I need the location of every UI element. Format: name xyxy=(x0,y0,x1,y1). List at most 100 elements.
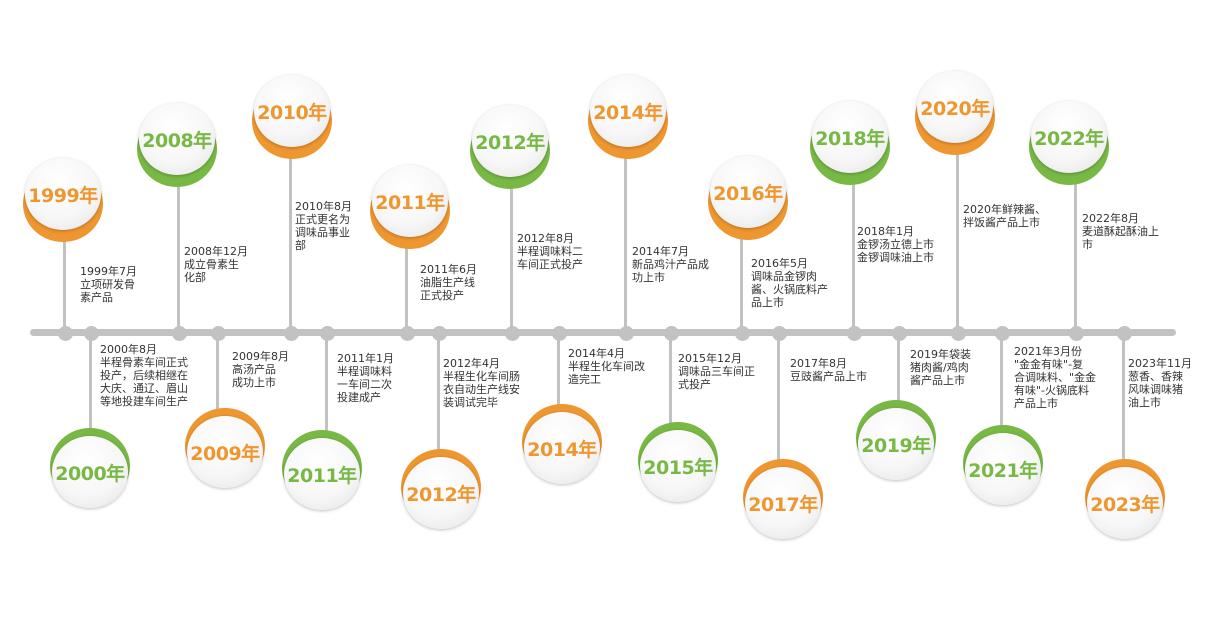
year-badge: 2015年 xyxy=(638,422,718,502)
timeline-node xyxy=(1117,326,1132,341)
timeline-node xyxy=(58,326,73,341)
description-line: 猪肉酱/鸡肉 xyxy=(910,361,969,374)
description-line: 金锣调味油上市 xyxy=(857,251,934,264)
event-description: 2011年6月 油脂生产线 正式投产 xyxy=(420,263,477,302)
year-label: 2016年 xyxy=(710,156,786,228)
connector-line xyxy=(852,141,855,333)
timeline-node xyxy=(320,326,335,341)
description-line: 2019年袋装 xyxy=(910,348,971,361)
event-description: 2022年8月 麦道酥起酥油上市 xyxy=(1082,212,1159,251)
year-badge: 2012年 xyxy=(470,105,550,189)
timeline-node xyxy=(735,326,750,341)
description-line: 衣自动生产线安 xyxy=(443,383,520,396)
event-description: 2015年12月 调味品三车间正 式投产 xyxy=(678,352,755,391)
timeline-node xyxy=(400,326,415,341)
description-line: 2011年1月 xyxy=(337,352,394,365)
connector-line xyxy=(557,333,560,444)
description-line: 高汤产品 xyxy=(232,363,276,376)
description-line: 2022年8月 xyxy=(1082,212,1139,225)
description-line: 车间正式投产 xyxy=(517,258,583,271)
year-badge: 2010年 xyxy=(252,75,332,159)
year-label: 2020年 xyxy=(917,71,993,143)
connector-line xyxy=(405,205,408,333)
description-line: 金锣汤立德上市 xyxy=(857,238,934,251)
timeline-node xyxy=(432,326,447,341)
timeline-node xyxy=(847,326,862,341)
description-line: 葱香、香辣 xyxy=(1128,370,1183,383)
description-line: 2020年鲜辣酱、 xyxy=(963,203,1046,216)
year-label: 2018年 xyxy=(812,101,888,173)
connector-line xyxy=(510,145,513,333)
year-badge: 2011年 xyxy=(282,430,362,510)
connector-line xyxy=(63,198,66,333)
event-description: 2000年8月 半程骨素车间正式 投产，后续相继在 大庆、通辽、眉山 等地投建车间生产 xyxy=(100,343,188,408)
description-line: 2014年7月 xyxy=(632,245,689,258)
timeline-axis xyxy=(30,329,1176,336)
year-badge: 2023年 xyxy=(1085,459,1165,539)
year-label: 2011年 xyxy=(284,438,360,510)
connector-line xyxy=(89,333,92,468)
description-line: 拌饭酱产品上市 xyxy=(963,216,1040,229)
description-line: 2015年12月 xyxy=(678,352,742,365)
timeline-node xyxy=(552,326,567,341)
description-line: 1999年7月 xyxy=(80,265,137,278)
timeline-node xyxy=(84,326,99,341)
event-description: 2012年4月 半程生化车间肠 衣自动生产线安 装调试完毕 xyxy=(443,357,520,409)
connector-line xyxy=(897,333,900,440)
description-line: 2012年4月 xyxy=(443,357,500,370)
year-label: 2021年 xyxy=(965,433,1041,505)
year-label: 2017年 xyxy=(745,467,821,539)
year-badge: 2017年 xyxy=(743,459,823,539)
description-line: 2010年8月 xyxy=(295,200,352,213)
year-label: 1999年 xyxy=(25,158,101,230)
year-badge: 2019年 xyxy=(856,400,936,480)
description-line: 2018年1月 xyxy=(857,225,914,238)
timeline-node xyxy=(995,326,1010,341)
event-description: 2012年8月 半程调味料二 车间正式投产 xyxy=(517,232,583,271)
year-badge: 2020年 xyxy=(915,71,995,155)
description-line: 2014年4月 xyxy=(568,347,625,360)
description-line: 产品上市 xyxy=(1014,397,1058,410)
year-label: 2023年 xyxy=(1087,467,1163,539)
event-description: 2010年8月 正式更名为 调味品事业部 xyxy=(295,200,352,252)
year-label: 2012年 xyxy=(472,105,548,177)
description-line: 调味品三车间正 xyxy=(678,365,755,378)
connector-line xyxy=(216,333,219,448)
description-line: 半程生化车间改 xyxy=(568,360,645,373)
year-label: 2012年 xyxy=(403,457,479,529)
year-label: 2014年 xyxy=(524,412,600,484)
description-line: 成立骨素生 xyxy=(184,258,239,271)
description-line: 功上市 xyxy=(632,271,665,284)
description-line: 一车间二次 xyxy=(337,378,392,391)
description-line: 成功上市 xyxy=(232,376,276,389)
connector-line xyxy=(1074,141,1077,333)
description-line: 2023年11月 xyxy=(1128,357,1192,370)
event-description: 1999年7月 立项研发骨 素产品 xyxy=(80,265,137,304)
year-badge: 2014年 xyxy=(588,75,668,159)
year-label: 2014年 xyxy=(590,75,666,147)
event-description: 2017年8月 豆豉酱产品上市 xyxy=(790,357,867,383)
description-line: 正式更名为 xyxy=(295,213,350,226)
connector-line xyxy=(777,333,780,499)
description-line: 化部 xyxy=(184,271,206,284)
description-line: 投建成产 xyxy=(337,391,381,404)
year-badge: 2012年 xyxy=(401,449,481,529)
connector-line xyxy=(669,333,672,462)
connector-line xyxy=(624,115,627,333)
year-badge: 2014年 xyxy=(522,404,602,484)
description-line: 2000年8月 xyxy=(100,343,157,356)
year-label: 2011年 xyxy=(372,165,448,237)
description-line: 2011年6月 xyxy=(420,263,477,276)
description-line: 油脂生产线 xyxy=(420,276,475,289)
description-line: 素产品 xyxy=(80,291,113,304)
description-line: 新品鸡汁产品成 xyxy=(632,258,709,271)
timeline-node xyxy=(892,326,907,341)
timeline-node xyxy=(505,326,520,341)
description-line: 半程调味料二 xyxy=(517,245,583,258)
event-description: 2008年12月 成立骨素生 化部 xyxy=(184,245,248,284)
year-label: 2009年 xyxy=(187,416,263,488)
year-badge: 2022年 xyxy=(1029,101,1109,185)
description-line: 调味品事业 xyxy=(295,226,350,239)
event-description: 2019年袋装 猪肉酱/鸡肉 酱产品上市 xyxy=(910,348,971,387)
timeline-node xyxy=(172,326,187,341)
